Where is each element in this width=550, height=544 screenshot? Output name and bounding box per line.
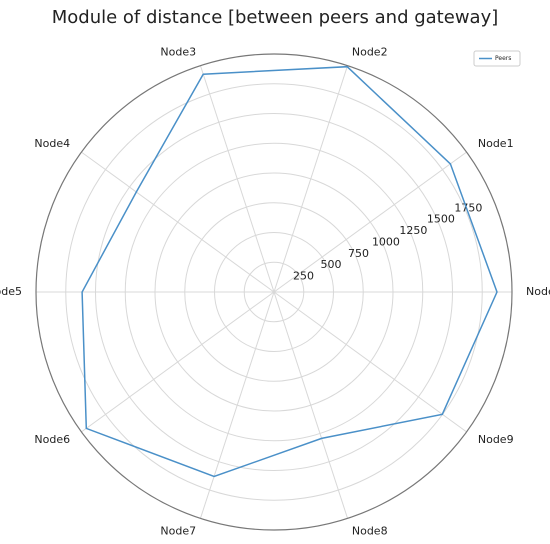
grid-ring <box>154 172 394 412</box>
legend-box <box>473 50 521 67</box>
radial-tick-label: 1250 <box>399 224 427 237</box>
radial-tick-label: 250 <box>293 270 314 283</box>
radial-tick-label: 1000 <box>372 235 400 248</box>
legend-label: Peers <box>495 55 511 62</box>
chart-title: Module of distance [between peers and ga… <box>52 7 499 28</box>
category-label: Node6 <box>34 433 70 446</box>
outer-ring <box>35 53 513 531</box>
grid-ring <box>243 261 305 323</box>
category-label: Node5 <box>0 285 22 298</box>
radial-tick-label: 750 <box>348 247 369 260</box>
grid-ring <box>214 232 334 352</box>
radial-tick-label: 1750 <box>454 201 482 214</box>
category-label: Node4 <box>34 137 70 150</box>
grid-ring <box>184 202 364 382</box>
category-label: Node9 <box>478 433 514 446</box>
category-label: Node0 <box>526 285 550 298</box>
series-line <box>81 65 498 478</box>
category-label: Node7 <box>160 525 196 538</box>
grid-ring <box>124 142 424 442</box>
grid-ring <box>95 113 453 471</box>
radial-tick-label: 500 <box>320 258 341 271</box>
category-label: Node3 <box>160 45 196 58</box>
grid-ring <box>65 83 483 501</box>
category-label: Node1 <box>478 137 514 150</box>
radial-tick-label: 1500 <box>427 213 455 226</box>
category-label: Node8 <box>352 525 388 538</box>
category-label: Node2 <box>352 45 388 58</box>
